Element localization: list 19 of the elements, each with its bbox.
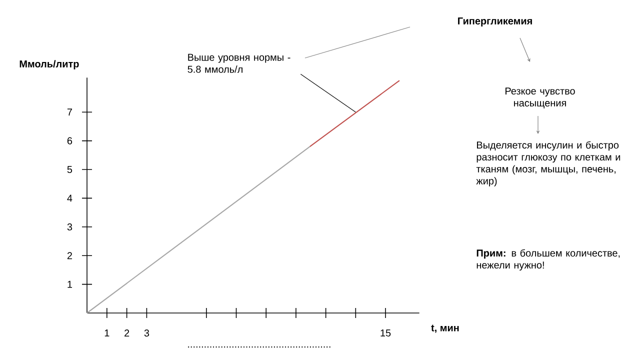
x-tick-label: 3 bbox=[144, 330, 150, 337]
y-tick-label: 6 bbox=[67, 137, 72, 144]
x-tick-label: 2 bbox=[124, 330, 130, 336]
annotation: Выше уровня нормы - 5.8 ммоль/л bbox=[188, 54, 290, 73]
text: Резкое чувство насыщения bbox=[506, 88, 575, 108]
text: .................................................... bbox=[188, 346, 330, 348]
text: Выделяется инсулин и быстро разносит глюкозу по клеткам и тканям (мозг, мышцы, печень, жир) bbox=[476, 141, 620, 186]
x-tick-label: 15 bbox=[380, 330, 391, 336]
text: Гипергликемия bbox=[458, 18, 532, 26]
y-tick-label: 7 bbox=[67, 108, 72, 116]
y-tick-label: 3 bbox=[67, 223, 72, 230]
y-tick-label: 1 bbox=[68, 280, 72, 288]
y-axis-title: Ммоль/литр bbox=[20, 60, 79, 70]
y-tick-label: 5 bbox=[67, 166, 72, 173]
y-tick-label: 2 bbox=[67, 252, 72, 260]
x-axis-title: t, мин bbox=[431, 324, 459, 333]
text: Прим: в большем количестве, нежели нужно! bbox=[476, 249, 620, 271]
x-tick-label: 1 bbox=[104, 330, 110, 336]
y-tick-label: 4 bbox=[67, 194, 72, 202]
